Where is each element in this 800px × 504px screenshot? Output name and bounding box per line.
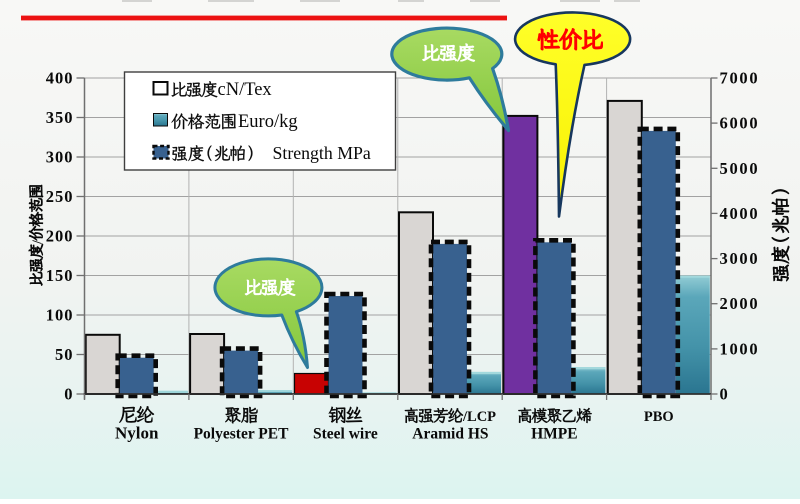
svg-text:400: 400 [46, 69, 74, 88]
svg-text:5000: 5000 [720, 159, 760, 178]
svg-text:1000: 1000 [720, 339, 760, 358]
svg-text:0: 0 [720, 385, 730, 404]
svg-text:150: 150 [46, 266, 74, 285]
svg-text:250: 250 [46, 187, 74, 206]
svg-text:4000: 4000 [720, 204, 760, 223]
svg-text:350: 350 [46, 108, 74, 127]
svg-text:Strength MPa: Strength MPa [273, 143, 371, 163]
svg-text:/: / [29, 240, 44, 245]
svg-text:50: 50 [55, 345, 74, 364]
svg-text:/LCP: /LCP [462, 409, 496, 425]
svg-text:100: 100 [46, 306, 74, 325]
svg-text:6000: 6000 [720, 114, 760, 133]
svg-text:Nylon: Nylon [115, 424, 159, 443]
svg-text:7000: 7000 [720, 69, 760, 88]
svg-text:HMPE: HMPE [531, 426, 578, 443]
svg-text:3000: 3000 [720, 249, 760, 268]
svg-text:PBO: PBO [644, 409, 674, 425]
svg-text:0: 0 [64, 385, 73, 404]
svg-text:Euro/kg: Euro/kg [238, 112, 298, 132]
svg-text:cN/Tex: cN/Tex [218, 80, 273, 100]
svg-text:300: 300 [46, 148, 74, 167]
svg-text:200: 200 [46, 227, 74, 246]
svg-text:Steel wire: Steel wire [313, 426, 378, 443]
svg-text:Aramid HS: Aramid HS [412, 426, 488, 443]
svg-text:Polyester PET: Polyester PET [194, 426, 290, 443]
svg-text:2000: 2000 [720, 294, 760, 313]
